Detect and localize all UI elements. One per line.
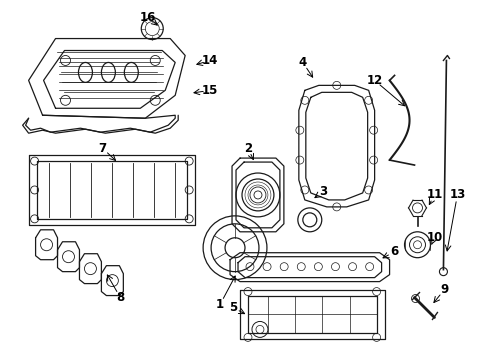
Text: 12: 12: [366, 74, 382, 87]
Text: 15: 15: [202, 84, 218, 97]
Text: 13: 13: [448, 188, 465, 202]
Text: 2: 2: [244, 141, 251, 155]
Text: 5: 5: [228, 301, 237, 314]
Text: 9: 9: [439, 283, 447, 296]
Text: 1: 1: [216, 298, 224, 311]
Text: 3: 3: [318, 185, 326, 198]
Text: 16: 16: [140, 11, 156, 24]
Text: 8: 8: [116, 291, 124, 304]
Text: 7: 7: [98, 141, 106, 155]
Text: 6: 6: [389, 245, 398, 258]
Text: 10: 10: [426, 231, 442, 244]
Text: 4: 4: [298, 56, 306, 69]
Text: 14: 14: [202, 54, 218, 67]
Text: 11: 11: [426, 188, 442, 202]
